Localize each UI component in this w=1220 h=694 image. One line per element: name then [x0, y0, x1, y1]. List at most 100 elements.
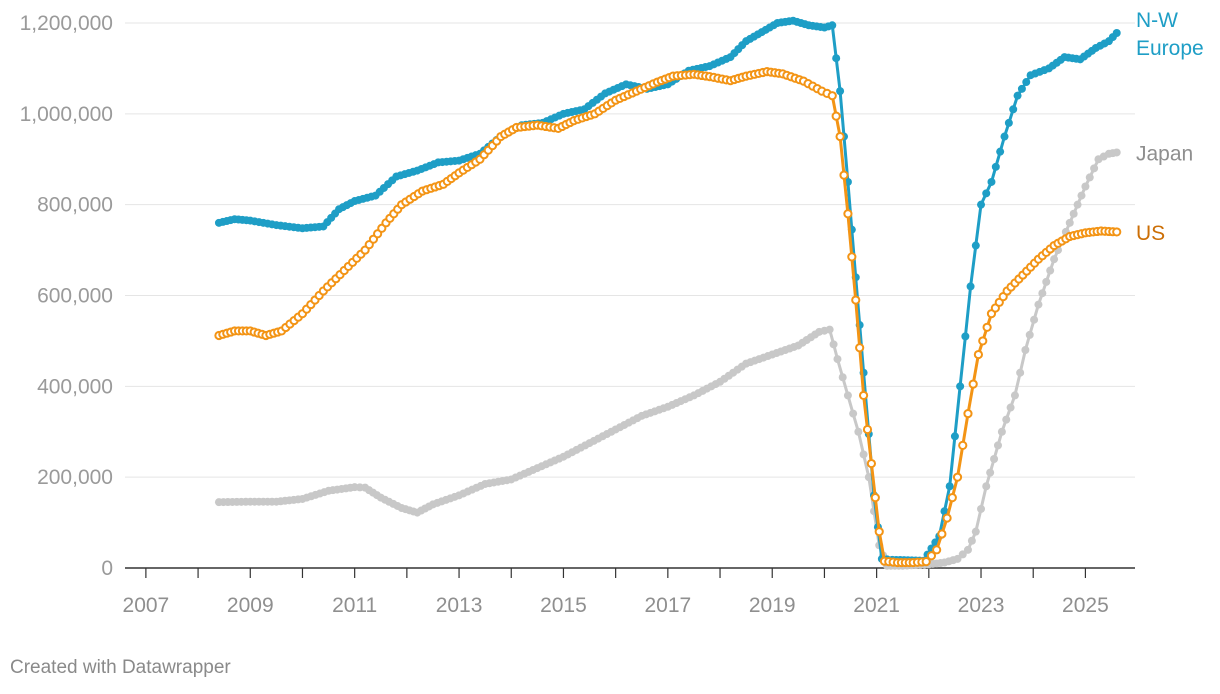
japan-point	[963, 545, 972, 554]
us-point	[963, 408, 973, 419]
n-w-europe-point	[1004, 118, 1013, 127]
n-w-europe-point	[996, 147, 1005, 156]
x-tick-label: 2021	[853, 594, 900, 617]
us-point	[858, 390, 869, 401]
n-w-europe-point	[1022, 78, 1031, 87]
y-tick-label: 200,000	[37, 466, 113, 489]
n-w-europe-point	[832, 54, 841, 63]
japan-point	[825, 325, 834, 334]
x-tick-label: 2025	[1062, 594, 1109, 617]
japan-point	[1065, 218, 1074, 227]
japan-point	[958, 550, 967, 559]
japan-point	[1085, 173, 1094, 182]
us-point	[932, 545, 942, 555]
datawrapper-credit: Created with Datawrapper	[10, 657, 231, 678]
n-w-europe-point	[1112, 28, 1121, 37]
us-point	[855, 343, 865, 353]
series-layer	[214, 16, 1122, 570]
japan-point	[838, 373, 847, 382]
n-w-europe-line	[217, 19, 1119, 563]
japan-point	[843, 391, 852, 400]
japan-point	[1030, 315, 1039, 324]
line-chart: 0 200,000 400,000 600,000 800,000 1,000,000 1,…	[20, 9, 1204, 617]
japan-point	[854, 427, 863, 436]
us-point	[973, 349, 984, 360]
x-tick-label: 2009	[227, 594, 274, 617]
japan-point	[1042, 277, 1051, 286]
japan-point	[1002, 415, 1011, 424]
series-label-line: N-W	[1136, 9, 1178, 32]
us-point	[862, 424, 873, 435]
x-tick-label: 2007	[123, 594, 170, 617]
japan-point	[1016, 368, 1025, 377]
us-point	[947, 493, 957, 503]
japan-point	[1069, 209, 1078, 218]
us-point	[942, 513, 952, 523]
us-point	[952, 472, 963, 482]
us-point	[1112, 227, 1122, 237]
japan-point	[971, 527, 980, 536]
japan-point	[986, 468, 995, 477]
us-point	[827, 91, 837, 101]
x-tick-label: 2023	[958, 594, 1005, 617]
series-japan	[214, 148, 1121, 570]
japan-point	[993, 441, 1002, 450]
n-w-europe-point	[828, 21, 837, 30]
japan-point	[1112, 148, 1121, 157]
japan-point	[1006, 403, 1015, 412]
n-w-europe-point	[1013, 91, 1022, 100]
x-tick-label: 2013	[436, 594, 483, 617]
japan-point	[1081, 182, 1090, 191]
japan-point	[1021, 346, 1030, 354]
y-tick-label: 0	[101, 557, 113, 580]
x-tick-label: 2011	[332, 594, 377, 617]
n-w-europe-point	[950, 432, 959, 441]
us-point	[847, 252, 857, 262]
japan-point	[1046, 266, 1055, 275]
japan-point	[977, 504, 986, 513]
grid-layer	[125, 22, 1135, 478]
us-point	[926, 551, 937, 561]
japan-point	[1073, 200, 1082, 209]
y-axis-labels: 0 200,000 400,000 600,000 800,000 1,000,000 1,…	[20, 12, 113, 580]
n-w-europe-point	[977, 200, 986, 209]
x-tick-label: 2015	[540, 594, 587, 617]
us-point	[839, 170, 849, 180]
x-tick-label: 2019	[749, 594, 796, 617]
japan-point	[859, 450, 868, 459]
us-point	[831, 111, 841, 121]
japan-line	[217, 150, 1119, 568]
us-point	[958, 440, 968, 450]
series-label-us: US	[1136, 222, 1165, 245]
us-point	[921, 557, 931, 567]
japan-point	[953, 554, 962, 563]
n-w-europe-point	[1009, 105, 1018, 114]
series-label-n-w-europe: N-W Europe	[1136, 9, 1204, 60]
y-tick-label: 400,000	[37, 375, 113, 398]
japan-point	[982, 482, 991, 491]
series-label-line: Europe	[1136, 37, 1204, 60]
us-point	[870, 493, 880, 503]
japan-point	[829, 340, 838, 349]
japan-point	[1050, 255, 1059, 264]
japan-point	[997, 427, 1006, 436]
y-tick-label: 600,000	[37, 285, 113, 308]
japan-point	[990, 455, 999, 463]
n-w-europe-point	[1017, 84, 1026, 93]
series-labels: Japan N-W Europe US	[1136, 9, 1204, 245]
us-point	[835, 131, 845, 142]
series-us	[214, 66, 1122, 568]
n-w-europe-point	[982, 189, 991, 198]
x-tick-label: 2017	[644, 594, 691, 617]
y-tick-label: 800,000	[37, 194, 113, 217]
series-label-line: Japan	[1136, 142, 1193, 165]
n-w-europe-point	[991, 162, 1000, 171]
us-point	[978, 336, 988, 346]
japan-point	[1077, 191, 1086, 200]
x-axis: 2007 2009 2011 2013 2015 2017 2019 2021 2023 2025	[123, 567, 1135, 617]
japan-point	[833, 355, 842, 364]
n-w-europe-point	[987, 177, 996, 186]
n-w-europe-point	[961, 332, 970, 341]
n-w-europe-point	[940, 507, 949, 516]
